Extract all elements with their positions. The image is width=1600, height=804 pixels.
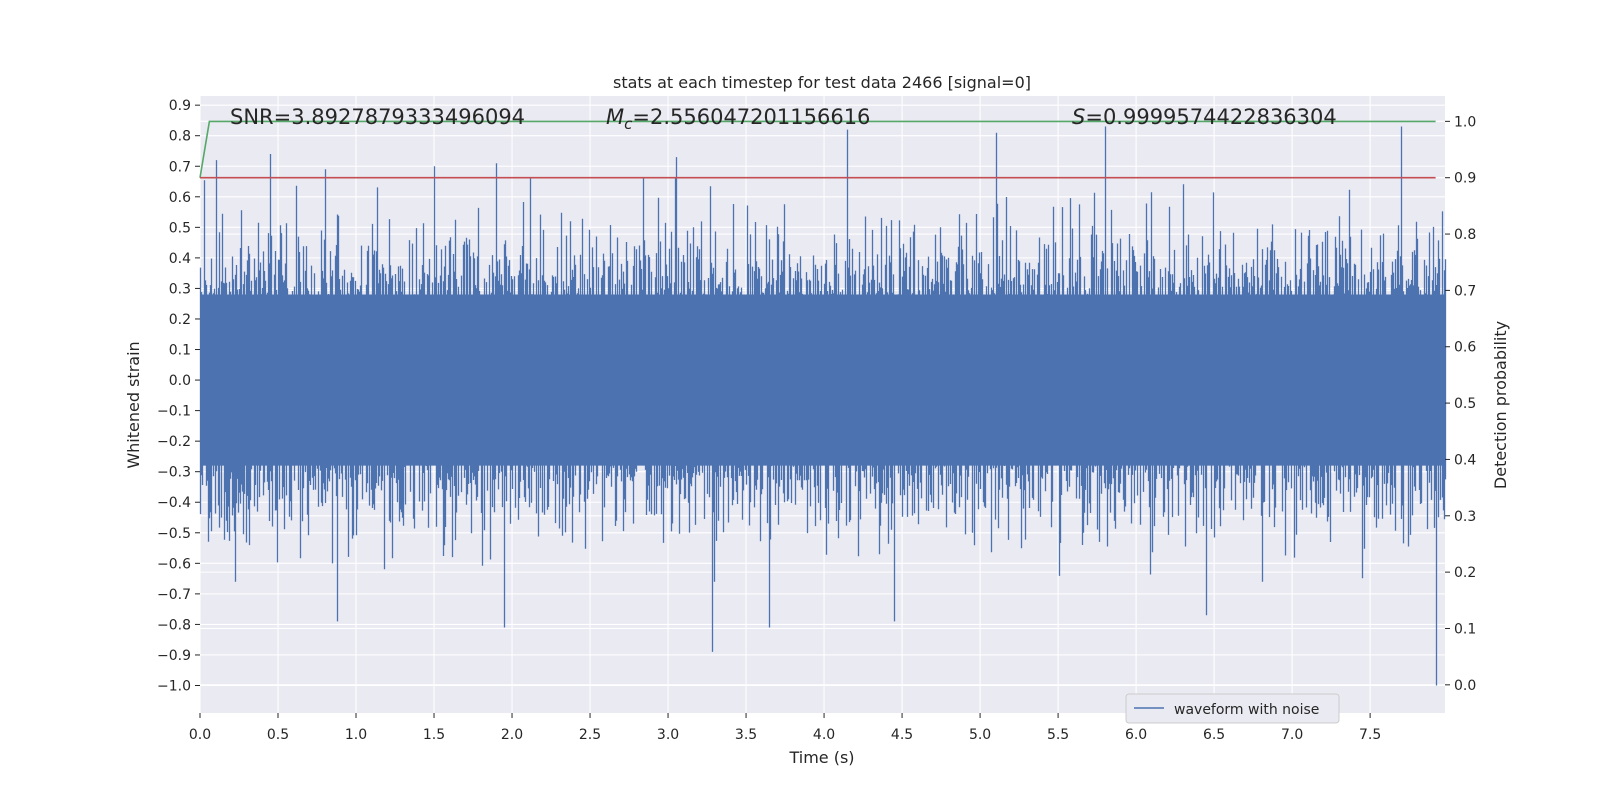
- x-tick-label: 0.5: [267, 727, 289, 743]
- y-right-tick-label: 0.8: [1454, 227, 1476, 243]
- detection-probability-line: [199, 120, 1436, 178]
- chirp-mass-subscript: c: [624, 115, 633, 133]
- x-tick-label: 4.0: [813, 727, 835, 743]
- chart-title: stats at each timestep for test data 246…: [613, 73, 1031, 92]
- y-tick-label: −0.8: [157, 617, 191, 633]
- y-tick-label: −0.9: [157, 648, 191, 664]
- legend-box: [1125, 693, 1340, 724]
- x-tick-label: 2.0: [501, 727, 523, 743]
- y-tick-label: 0.8: [169, 129, 191, 145]
- chirp-mass-value: =2.556047201156616: [632, 105, 870, 129]
- x-tick-label: 1.0: [345, 727, 367, 743]
- x-tick-label: 6.5: [1203, 727, 1225, 743]
- chirp-mass-symbol: M: [606, 105, 624, 129]
- y-axis-label: Whitened strain: [124, 341, 143, 468]
- y-tick-label: −0.2: [157, 434, 191, 450]
- x-tick-label: 5.5: [1047, 727, 1069, 743]
- y-right-tick-label: 0.7: [1454, 283, 1476, 299]
- right-axis-series: [199, 120, 1436, 179]
- x-tick-label: 7.5: [1359, 727, 1381, 743]
- x-tick-label: 3.5: [735, 727, 757, 743]
- y-tick-label: 0.2: [169, 312, 191, 328]
- y-tick-label: 0.6: [169, 190, 191, 206]
- y-tick-label: −0.4: [157, 495, 191, 511]
- score-symbol: S: [1072, 105, 1085, 129]
- y-tick-label: −0.6: [157, 556, 191, 572]
- y-tick-label: 0.1: [169, 343, 191, 359]
- y-right-tick-label: 0.6: [1454, 340, 1476, 356]
- y-tick-label: 0.0: [169, 373, 191, 389]
- x-tick-label: 2.5: [579, 727, 601, 743]
- y-tick-label: 0.5: [169, 220, 191, 236]
- score-value: =0.9999574422836304: [1085, 105, 1336, 129]
- x-tick-label: 3.0: [657, 727, 679, 743]
- y-tick-label: 0.3: [169, 281, 191, 297]
- legend: waveform with noise: [1125, 693, 1340, 724]
- tick-labels: 0.0 0.5 1.0 1.5 2.0 2.5 3.0 3.5 4.0 4.5 5.0 5.5 6.0 6…: [157, 98, 1476, 743]
- x-tick-label: 7.0: [1281, 727, 1303, 743]
- legend-label: waveform with noise: [1174, 702, 1319, 718]
- waveform-with-noise-line: [199, 126, 1447, 686]
- y-right-tick-label: 0.4: [1454, 452, 1476, 468]
- y-right-tick-label: 0.5: [1454, 396, 1476, 412]
- chirp-mass-annotation: Mc=2.556047201156616: [606, 105, 870, 133]
- y-right-tick-label: 1.0: [1454, 114, 1476, 130]
- x-tick-label: 6.0: [1125, 727, 1147, 743]
- y-tick-label: −0.3: [157, 465, 191, 481]
- y-tick-label: 0.4: [169, 251, 191, 267]
- y-right-axis-label: Detection probability: [1491, 321, 1510, 489]
- y-tick-label: 0.7: [169, 159, 191, 175]
- x-tick-label: 4.5: [891, 727, 913, 743]
- y-tick-label: −1.0: [157, 679, 191, 695]
- y-right-tick-label: 0.0: [1454, 678, 1476, 694]
- x-axis-label: Time (s): [788, 748, 854, 767]
- score-annotation: S=0.9999574422836304: [1072, 105, 1337, 129]
- y-right-tick-label: 0.9: [1454, 171, 1476, 187]
- y-right-tick-label: 0.2: [1454, 565, 1476, 581]
- y-right-tick-label: 0.1: [1454, 621, 1476, 637]
- waveform-with-noise-series: [199, 126, 1447, 686]
- x-tick-label: 0.0: [189, 727, 211, 743]
- y-tick-label: 0.9: [169, 98, 191, 114]
- y-tick-label: −0.7: [157, 587, 191, 603]
- y-tick-label: −0.5: [157, 526, 191, 542]
- y-tick-label: −0.1: [157, 404, 191, 420]
- x-tick-label: 5.0: [969, 727, 991, 743]
- x-tick-label: 1.5: [423, 727, 445, 743]
- snr-annotation: SNR=3.8927879333496094: [230, 105, 525, 129]
- y-right-tick-label: 0.3: [1454, 509, 1476, 525]
